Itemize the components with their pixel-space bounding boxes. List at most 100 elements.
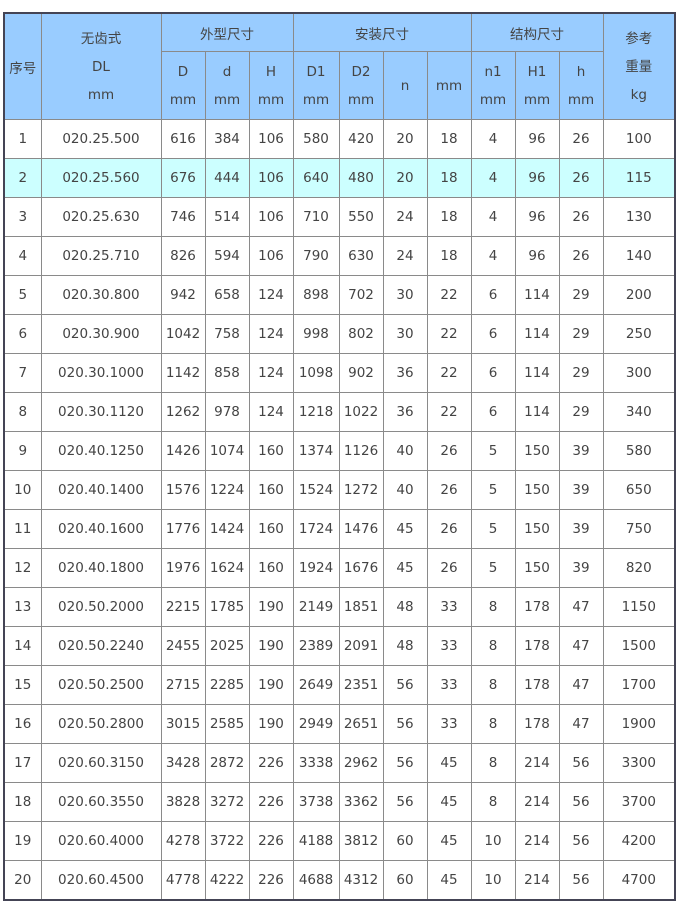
table-cell: 106 xyxy=(248,119,294,159)
table-cell: 702 xyxy=(338,275,384,315)
table-cell: 020.40.1600 xyxy=(40,509,162,549)
table-cell: 1126 xyxy=(338,431,384,471)
table-cell: 114 xyxy=(514,392,560,432)
table-cell: 20 xyxy=(3,860,42,901)
table-cell: 1500 xyxy=(602,626,676,666)
table-cell: 710 xyxy=(292,197,340,237)
table-cell: 514 xyxy=(204,197,250,237)
table-cell: 5 xyxy=(470,548,516,588)
table-cell: 1022 xyxy=(338,392,384,432)
table-cell: 580 xyxy=(602,431,676,471)
table-cell: 114 xyxy=(514,353,560,393)
table-cell: 1 xyxy=(3,119,42,159)
table-cell: 6 xyxy=(470,275,516,315)
table-cell: 106 xyxy=(248,236,294,276)
table-cell: 3700 xyxy=(602,782,676,822)
table-cell: 16 xyxy=(3,704,42,744)
table-cell: 115 xyxy=(602,158,676,198)
table-row: 4 020.25.710 826 594 106 790 630 24 18 4 96 26 140 xyxy=(3,236,676,276)
table-cell: 47 xyxy=(558,665,604,705)
table-cell: 40 xyxy=(382,470,428,510)
table-cell: 676 xyxy=(160,158,206,198)
table-cell: 10 xyxy=(3,470,42,510)
table-cell: 26 xyxy=(426,548,472,588)
table-cell: 758 xyxy=(204,314,250,354)
table-cell: 39 xyxy=(558,509,604,549)
table-cell: 20 xyxy=(382,119,428,159)
table-cell: 12 xyxy=(3,548,42,588)
table-cell: 124 xyxy=(248,353,294,393)
table-cell: 020.25.710 xyxy=(40,236,162,276)
table-cell: 4 xyxy=(470,197,516,237)
table-cell: 190 xyxy=(248,704,294,744)
table-cell: 630 xyxy=(338,236,384,276)
table-cell: 020.30.900 xyxy=(40,314,162,354)
table-cell: 1150 xyxy=(602,587,676,627)
table-cell: 36 xyxy=(382,392,428,432)
table-cell: 300 xyxy=(602,353,676,393)
table-cell: 020.50.2800 xyxy=(40,704,162,744)
table-cell: 2872 xyxy=(204,743,250,783)
table-row: 17 020.60.3150 3428 2872 226 3338 2962 56 45 8 214… xyxy=(3,743,676,783)
table-cell: 1098 xyxy=(292,353,340,393)
table-cell: 3722 xyxy=(204,821,250,861)
table-cell: 580 xyxy=(292,119,340,159)
table-row: 1 020.25.500 616 384 106 580 420 20 18 4 96 26 100 xyxy=(3,119,676,159)
table-cell: 3428 xyxy=(160,743,206,783)
table-cell: 4700 xyxy=(602,860,676,901)
table-cell: 214 xyxy=(514,743,560,783)
table-cell: 26 xyxy=(558,119,604,159)
table-cell: 020.60.3550 xyxy=(40,782,162,822)
table-cell: 178 xyxy=(514,665,560,705)
table-cell: 802 xyxy=(338,314,384,354)
table-cell: 020.60.4000 xyxy=(40,821,162,861)
table-cell: 45 xyxy=(382,548,428,588)
table-cell: 8 xyxy=(470,704,516,744)
table-cell: 1724 xyxy=(292,509,340,549)
table-cell: 942 xyxy=(160,275,206,315)
table-row: 6 020.30.900 1042 758 124 998 802 30 22 6 114 29 250 xyxy=(3,314,676,354)
table-cell: 39 xyxy=(558,548,604,588)
table-cell: 214 xyxy=(514,821,560,861)
table-cell: 750 xyxy=(602,509,676,549)
table-cell: 7 xyxy=(3,353,42,393)
table-cell: 18 xyxy=(426,158,472,198)
table-cell: 2455 xyxy=(160,626,206,666)
table-cell: 30 xyxy=(382,314,428,354)
table-cell: 140 xyxy=(602,236,676,276)
table-cell: 1676 xyxy=(338,548,384,588)
table-cell: 1976 xyxy=(160,548,206,588)
subheader-cell: n xyxy=(382,51,428,120)
table-cell: 3738 xyxy=(292,782,340,822)
table-cell: 56 xyxy=(558,860,604,901)
table-cell: 56 xyxy=(382,665,428,705)
table-cell: 56 xyxy=(558,743,604,783)
table-row: 7 020.30.1000 1142 858 124 1098 902 36 22 6 114 29 3… xyxy=(3,353,676,393)
table-cell: 2949 xyxy=(292,704,340,744)
table-cell: 5 xyxy=(470,509,516,549)
table-cell: 226 xyxy=(248,782,294,822)
table-cell: 10 xyxy=(470,860,516,901)
table-cell: 56 xyxy=(382,704,428,744)
table-cell: 22 xyxy=(426,353,472,393)
table-row: 15 020.50.2500 2715 2285 190 2649 2351 56 33 8 178… xyxy=(3,665,676,705)
table-row: 5 020.30.800 942 658 124 898 702 30 22 6 114 29 200 xyxy=(3,275,676,315)
table-cell: 5 xyxy=(470,431,516,471)
table-cell: 20 xyxy=(382,158,428,198)
table-cell: 45 xyxy=(426,743,472,783)
table-cell: 124 xyxy=(248,392,294,432)
table-cell: 26 xyxy=(426,470,472,510)
table-cell: 60 xyxy=(382,821,428,861)
subheader-cell: n1 mm xyxy=(470,51,516,120)
table-cell: 96 xyxy=(514,236,560,276)
table-cell: 020.30.1120 xyxy=(40,392,162,432)
table-cell: 160 xyxy=(248,431,294,471)
table-cell: 17 xyxy=(3,743,42,783)
table-cell: 420 xyxy=(338,119,384,159)
table-cell: 6 xyxy=(470,392,516,432)
table-cell: 18 xyxy=(426,197,472,237)
table-cell: 4688 xyxy=(292,860,340,901)
table-cell: 020.30.1000 xyxy=(40,353,162,393)
table-cell: 6 xyxy=(3,314,42,354)
table-cell: 29 xyxy=(558,275,604,315)
